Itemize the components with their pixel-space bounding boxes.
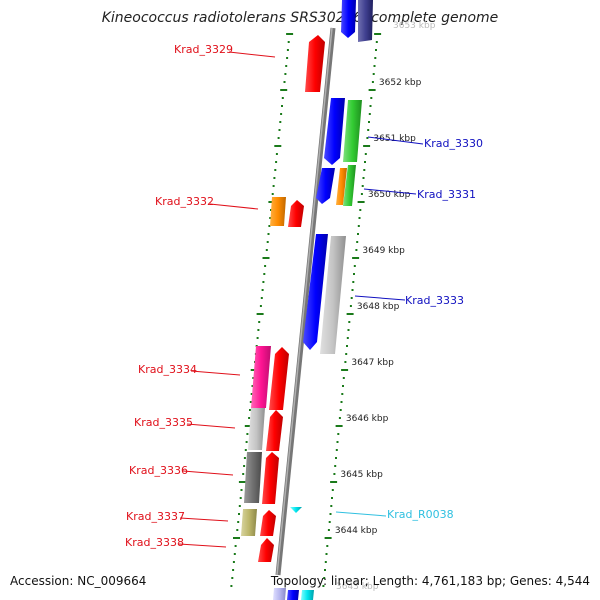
scale-label: 3651 kbp: [373, 134, 416, 144]
leader-krad-3338: [178, 543, 227, 548]
gene-krad-3336-dark: [244, 452, 262, 503]
gene-krad-3333: [303, 234, 328, 350]
leader-krad-3335: [186, 423, 236, 429]
gene-krad-3336: [262, 452, 279, 504]
gene-features: [241, 0, 373, 600]
scale-label: 3650 kbp: [368, 190, 411, 200]
scale-label: 3649 kbp: [362, 246, 405, 256]
gene-partial-top-blue: [341, 0, 356, 38]
scale-label: 3652 kbp: [379, 78, 422, 88]
gene-partial-bottom-cyan: [301, 590, 314, 600]
gene-krad-r0038: [290, 507, 302, 513]
leader-krad-3336: [182, 470, 234, 476]
scale-label: 3644 kbp: [335, 526, 378, 536]
label-krad-3334[interactable]: Krad_3334: [138, 363, 197, 376]
tick-rails: [230, 33, 382, 587]
label-krad-3337[interactable]: Krad_3337: [126, 510, 185, 523]
label-krad-r0038[interactable]: Krad_R0038: [387, 508, 454, 521]
leader-krad-r0038: [335, 511, 387, 517]
gene-krad-3334-pink: [251, 346, 271, 408]
leader-krad-3333: [354, 295, 406, 301]
accession-text: Accession: NC_009664: [10, 574, 147, 588]
gene-krad-3331-orange: [336, 168, 347, 205]
gene-krad-3335: [266, 410, 283, 451]
gene-krad-3332-orange: [270, 197, 286, 226]
gene-krad-3331: [316, 168, 335, 204]
label-krad-3336[interactable]: Krad_3336: [129, 464, 188, 477]
scale-label: 3645 kbp: [340, 470, 383, 480]
genome-title: Kineococcus radiotolerans SRS30216, comp…: [101, 10, 499, 26]
gene-krad-3338: [258, 538, 274, 562]
scale-label-partial: 3643 kbp: [336, 582, 379, 592]
gene-krad-3334: [269, 347, 289, 410]
gene-krad-3330-green: [343, 100, 362, 162]
gene-krad-3330: [324, 98, 345, 165]
gene-partial-top-navy: [358, 0, 373, 42]
label-krad-3333[interactable]: Krad_3333: [405, 294, 464, 307]
scale-label: 3646 kbp: [346, 414, 389, 424]
genome-summary-text: Topology: linear; Length: 4,761,183 bp; …: [270, 574, 590, 588]
label-krad-3331[interactable]: Krad_3331: [417, 188, 476, 201]
leader-krad-3331: [363, 188, 417, 195]
leader-krad-3337: [179, 517, 229, 522]
leader-krad-3329: [228, 51, 276, 58]
gene-krad-3335-grey: [248, 408, 265, 450]
leader-krad-3334: [190, 370, 241, 376]
label-krad-3330[interactable]: Krad_3330: [424, 137, 483, 150]
scale-label: 3647 kbp: [351, 358, 394, 368]
gene-krad-3337: [260, 510, 276, 536]
gene-krad-3337-khaki: [241, 509, 257, 536]
label-krad-3335[interactable]: Krad_3335: [134, 416, 193, 429]
gene-krad-3332: [288, 200, 304, 227]
label-krad-3332[interactable]: Krad_3332: [155, 195, 214, 208]
genome-backbone: [275, 27, 336, 576]
leader-krad-3332: [209, 203, 259, 210]
scale-labels: 3652 kbp 3651 kbp 3650 kbp 3649 kbp 3648 kbp…: [335, 21, 436, 592]
gene-krad-3329: [305, 35, 325, 92]
gene-partial-bottom-blue: [287, 590, 299, 600]
gene-krad-3333-grey: [320, 236, 346, 354]
gene-labels: Krad_3329 Krad_3330 Krad_3331 Krad_3332 …: [125, 43, 483, 549]
gene-partial-bottom-lav: [273, 588, 286, 600]
genome-backbone-highlight: [276, 27, 333, 576]
label-krad-3338[interactable]: Krad_3338: [125, 536, 184, 549]
gene-krad-3331-green: [343, 165, 356, 206]
leader-krad-3330: [367, 136, 424, 145]
label-krad-3329[interactable]: Krad_3329: [174, 43, 233, 56]
scale-label: 3648 kbp: [357, 302, 400, 312]
scale-label-partial: 3653 kbp: [393, 21, 436, 31]
